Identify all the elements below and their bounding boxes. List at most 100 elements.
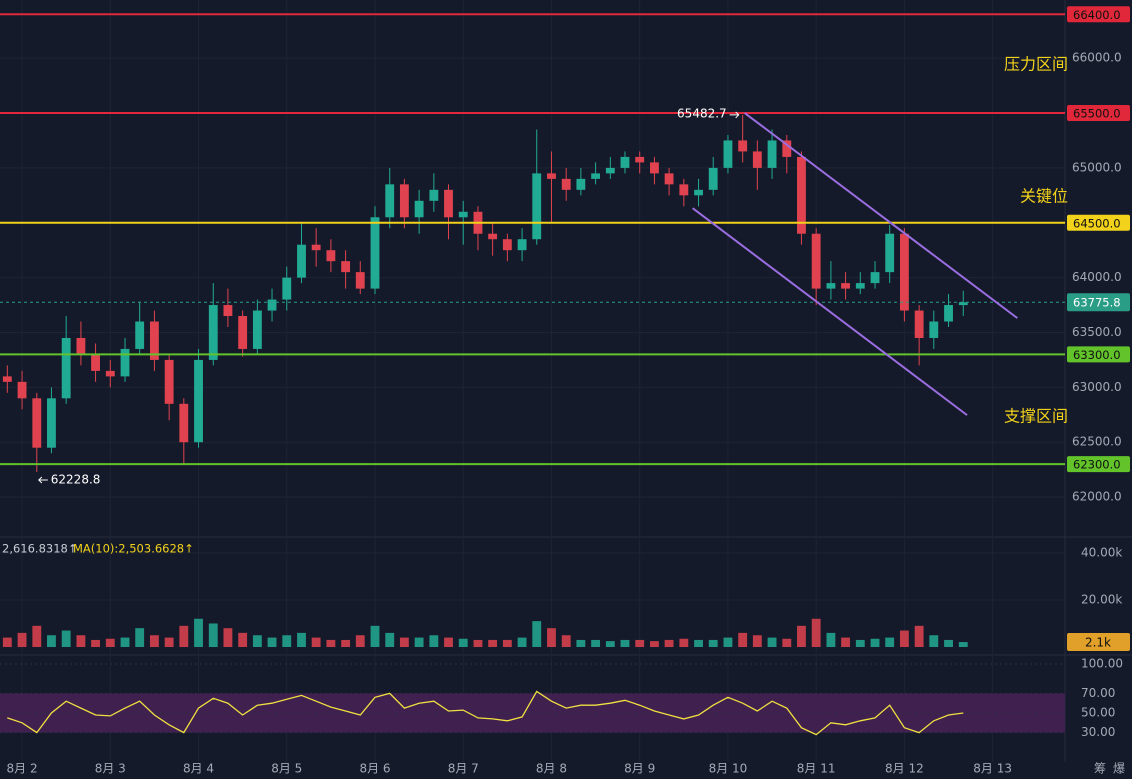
x-tick-label: 8月 7 <box>448 762 479 776</box>
y-tick-label: 70.00 <box>1081 686 1115 700</box>
volume-bar <box>797 625 806 647</box>
volume-tag <box>1067 633 1130 652</box>
volume-bar <box>708 639 718 647</box>
level-tag <box>1067 6 1130 23</box>
candle-body <box>532 173 542 240</box>
volume-bar <box>17 632 27 647</box>
toolbar-button[interactable]: 爆 <box>1113 762 1125 776</box>
x-tick-label: 8月 3 <box>95 762 126 776</box>
volume-bar <box>326 639 336 647</box>
volume-bar <box>635 639 645 647</box>
volume-bar <box>855 639 865 647</box>
volume-bar <box>135 628 145 647</box>
high-arrow <box>729 111 740 119</box>
volume-bar <box>914 625 924 647</box>
volume-bar <box>502 639 512 647</box>
volume-bar <box>164 637 174 647</box>
candle-body <box>370 217 380 289</box>
y-tick-label: 40.00k <box>1081 545 1122 559</box>
candle-body <box>811 233 821 289</box>
candle-body <box>179 403 189 443</box>
candle-body <box>826 283 836 289</box>
x-tick-label: 8月 6 <box>359 762 390 776</box>
volume-bar <box>267 637 277 647</box>
y-tick-label: 62500.0 <box>1072 435 1122 449</box>
y-tick-label: 63500.0 <box>1072 325 1122 339</box>
volume-bar <box>385 632 395 647</box>
volume-bar <box>105 638 115 647</box>
candle-body <box>944 305 953 322</box>
candle-body <box>282 277 292 300</box>
level-tag-label: 63300.0 <box>1073 348 1121 362</box>
volume-bar <box>355 635 365 647</box>
level-tag-label: 65500.0 <box>1073 107 1121 121</box>
candle-body <box>311 244 321 251</box>
volume-bar <box>944 639 953 647</box>
volume-bar <box>679 638 689 647</box>
volume-bar <box>120 637 130 647</box>
candle-body <box>429 189 439 201</box>
candle-body <box>899 233 909 311</box>
volume-bar <box>2 637 12 647</box>
y-tick-label: 20.00k <box>1081 592 1122 606</box>
volume-bar <box>605 641 615 647</box>
volume-bar <box>899 630 909 647</box>
volume-bar <box>458 638 468 647</box>
candle-body <box>488 233 498 240</box>
y-tick-label: 62000.0 <box>1072 490 1122 504</box>
candle-body <box>752 151 762 168</box>
candle-body <box>47 398 56 448</box>
zone-label: 压力区间 <box>1004 55 1068 74</box>
volume-bar <box>47 635 56 647</box>
last-price-label: 63775.8 <box>1073 296 1121 310</box>
candle-body <box>223 305 233 317</box>
level-tag <box>1067 105 1130 122</box>
volume-bar <box>826 632 836 647</box>
volume-tag-label: 2.1k <box>1085 636 1111 650</box>
x-tick-label: 8月 5 <box>271 762 302 776</box>
candle-body <box>591 173 601 179</box>
x-tick-label: 8月 4 <box>183 762 214 776</box>
volume-bar <box>532 621 542 647</box>
volume-bar <box>591 639 601 647</box>
candle-body <box>238 316 248 349</box>
level-tag <box>1067 346 1130 363</box>
low-label: 62228.8 <box>51 472 101 486</box>
candle-body <box>620 156 630 168</box>
volume-bar <box>179 625 189 647</box>
candle-body <box>355 272 365 289</box>
level-tag <box>1067 214 1130 231</box>
volume-bar <box>547 628 556 647</box>
candle-body <box>664 173 674 185</box>
level-tag <box>1067 456 1130 473</box>
volume-bar <box>194 618 203 647</box>
y-tick-label: 64000.0 <box>1072 270 1122 284</box>
x-tick-label: 8月 12 <box>885 762 924 776</box>
volume-bar <box>399 637 409 647</box>
candle-body <box>458 211 468 218</box>
toolbar-button[interactable]: 筹 <box>1094 762 1106 776</box>
candle-body <box>341 261 351 273</box>
candle-body <box>135 321 145 349</box>
volume-bar <box>885 637 895 647</box>
zone-label: 支撑区间 <box>1004 407 1068 426</box>
candle-body <box>605 167 615 174</box>
candle-body <box>414 200 424 218</box>
candle-body <box>76 337 86 355</box>
volume-bar <box>429 635 439 647</box>
y-tick-label: 50.00 <box>1081 706 1115 720</box>
x-tick-label: 8月 9 <box>624 762 655 776</box>
ma-label: 2,616.8318↑ <box>2 542 77 556</box>
level-tag-label: 62300.0 <box>1073 458 1121 472</box>
volume-bar <box>444 637 453 647</box>
candle-body <box>120 348 130 377</box>
volume-bar <box>929 635 939 647</box>
volume-bar <box>620 639 630 647</box>
x-tick-label: 8月 2 <box>7 762 38 776</box>
candle-body <box>502 239 512 251</box>
candle-body <box>650 162 659 174</box>
candle-body <box>164 359 174 404</box>
candle-body <box>723 140 733 168</box>
volume-bar <box>414 637 424 647</box>
